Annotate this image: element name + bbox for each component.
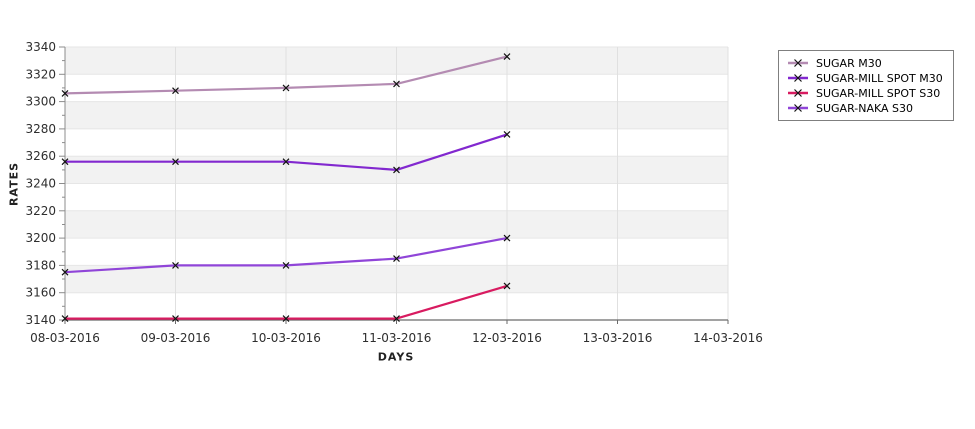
x-tick-label: 08-03-2016 [30,331,100,345]
y-tick-label: 3300 [25,95,56,109]
legend-label: SUGAR M30 [816,56,882,70]
vertical-gridlines [175,47,729,320]
legend-label: SUGAR-NAKA S30 [816,101,914,115]
legend-marker-icon [788,104,808,112]
y-tick-label: 3200 [25,231,56,245]
y-tick-label: 3260 [25,149,56,163]
y-tick-label: 3340 [25,40,56,54]
y-axis: 3140 3160 3180 3200 3220 3240 3260 3280 3300 3320… [25,40,66,327]
x-tick-label: 14-03-2016 [693,331,763,345]
legend-marker-icon [788,89,808,97]
legend-item-0: SUGAR M30 [786,56,943,70]
x-tick-label: 10-03-2016 [251,331,321,345]
y-tick-label: 3280 [25,122,56,136]
x-axis-title: DAYS [377,350,415,364]
y-tick-label: 3220 [25,204,56,218]
legend-marker-icon [788,74,808,82]
y-axis-title: RATES [7,161,21,207]
x-tick-label: 11-03-2016 [362,331,432,345]
y-tick-label: 3320 [25,67,56,81]
x-tick-label: 12-03-2016 [472,331,542,345]
y-tick-label: 3240 [25,177,56,191]
legend-item-3: SUGAR-NAKA S30 [786,101,943,115]
x-axis: 08-03-2016 09-03-2016 10-03-2016 11-03-2016… [30,319,763,345]
data-point-markers [61,53,511,323]
y-tick-label: 3160 [25,286,56,300]
x-tick-label: 09-03-2016 [141,331,211,345]
legend-item-2: SUGAR-MILL SPOT S30 [786,86,943,100]
legend-label: SUGAR-MILL SPOT S30 [816,86,941,100]
legend-label: SUGAR-MILL SPOT M30 [816,71,943,85]
legend-item-1: SUGAR-MILL SPOT M30 [786,71,943,85]
legend-marker-icon [788,59,808,67]
y-tick-label: 3180 [25,258,56,272]
legend: SUGAR M30 SUGAR-MILL SPOT M30 SUGAR-MILL S… [778,50,954,121]
x-tick-label: 13-03-2016 [583,331,653,345]
y-tick-label: 3140 [25,313,56,327]
